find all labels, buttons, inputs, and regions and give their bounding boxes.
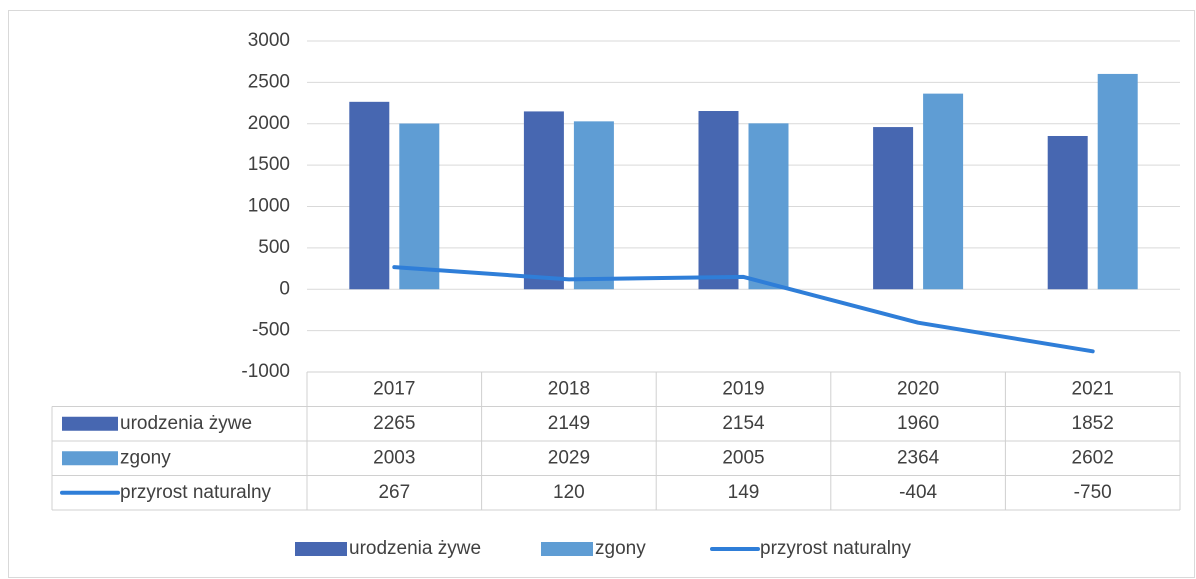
table-legend-key: [62, 416, 118, 431]
bar: [1047, 135, 1088, 290]
y-tick-label: 1500: [248, 154, 290, 175]
table-value: 2265: [373, 413, 415, 434]
bar: [698, 111, 739, 290]
legend-label: przyrost naturalny: [760, 538, 912, 559]
x-tick-label: 2020: [897, 378, 939, 399]
y-tick-label: 2500: [248, 71, 290, 92]
x-tick-label: 2019: [722, 378, 764, 399]
table-value: 2154: [722, 413, 765, 434]
legend-label: urodzenia żywe: [349, 538, 481, 559]
bar: [923, 93, 964, 290]
bar: [523, 111, 564, 290]
y-tick-label: 0: [279, 278, 290, 299]
legend-key: [295, 542, 347, 556]
table-value: 2005: [722, 447, 764, 468]
bar: [349, 101, 390, 290]
table-legend-key: [62, 451, 118, 466]
x-tick-label: 2017: [373, 378, 415, 399]
legend-key: [541, 542, 593, 556]
table-row-label: przyrost naturalny: [120, 482, 272, 503]
table-row-label: urodzenia żywe: [120, 413, 252, 434]
table-value: 2602: [1072, 447, 1114, 468]
bar: [748, 123, 789, 290]
table-value: -404: [899, 482, 937, 503]
table-value: 267: [378, 482, 410, 503]
y-tick-label: 1000: [248, 196, 290, 217]
table-value: 1852: [1072, 413, 1114, 434]
table-value: 2003: [373, 447, 415, 468]
y-tick-label: 500: [258, 237, 290, 258]
line-series: [392, 265, 1095, 354]
table-value: 2029: [548, 447, 590, 468]
y-tick-label: -500: [252, 320, 290, 341]
y-tick-label: 2000: [248, 113, 290, 134]
table-row-label: zgony: [120, 447, 171, 468]
bar: [873, 127, 914, 290]
y-tick-label: -1000: [241, 361, 290, 382]
y-tick-label: 3000: [248, 30, 290, 51]
table-value: 2364: [897, 447, 940, 468]
table-value: 120: [553, 482, 585, 503]
table-value: 1960: [897, 413, 939, 434]
bar: [573, 121, 614, 290]
x-tick-label: 2018: [548, 378, 590, 399]
bar: [399, 123, 440, 290]
table-value: -750: [1074, 482, 1112, 503]
bar: [1097, 73, 1138, 290]
chart-border: [8, 10, 1195, 578]
legend-label: zgony: [595, 538, 646, 559]
table-value: 149: [728, 482, 760, 503]
x-tick-label: 2021: [1072, 378, 1114, 399]
table-value: 2149: [548, 413, 590, 434]
